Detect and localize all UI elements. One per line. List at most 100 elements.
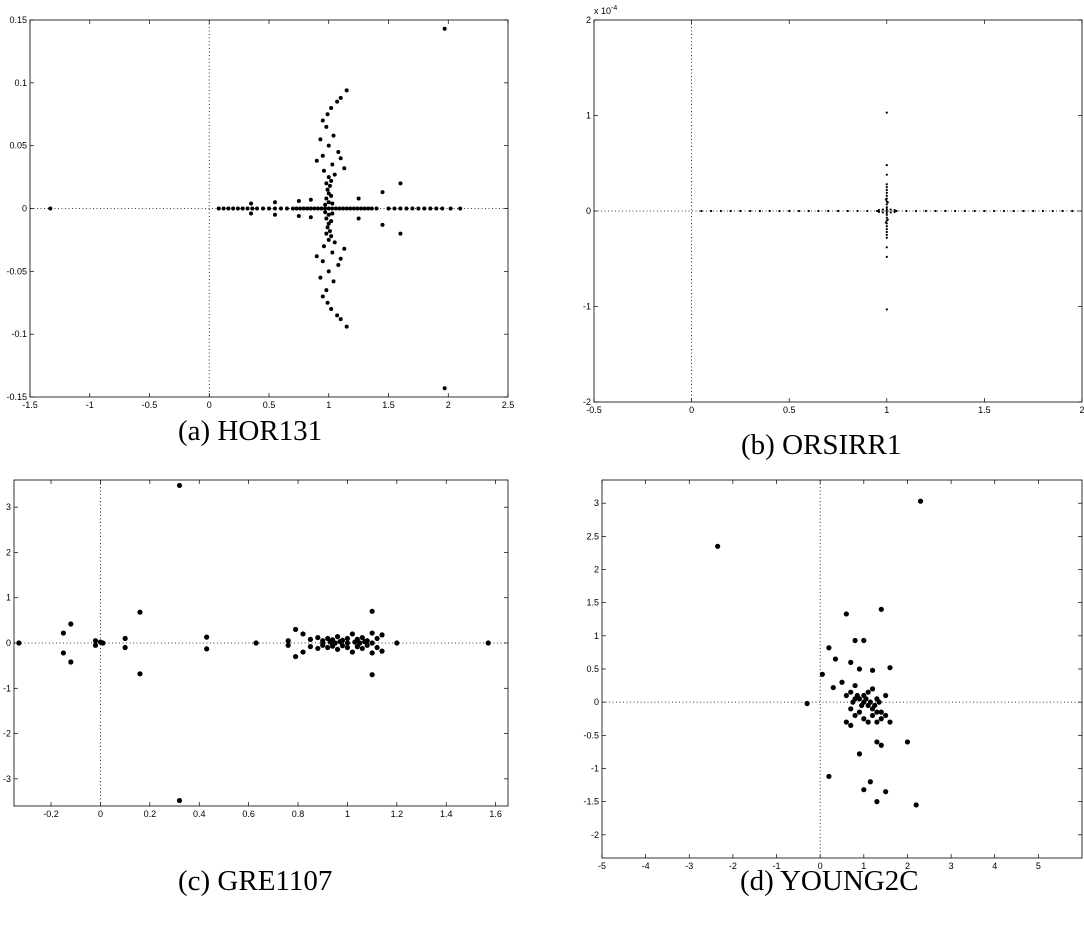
data-point [324, 124, 329, 129]
y-tick-label: -2 [591, 830, 599, 840]
x-tick-label: 0.5 [263, 400, 276, 410]
data-point [963, 209, 966, 213]
data-point [320, 640, 326, 646]
data-point [885, 206, 888, 209]
data-point [324, 288, 329, 293]
data-point [889, 211, 892, 214]
data-point [884, 198, 887, 201]
data-point [325, 644, 331, 651]
data-point [307, 636, 313, 642]
data-point [231, 206, 236, 211]
data-point [804, 700, 810, 707]
data-point [324, 231, 329, 236]
data-point [122, 635, 128, 642]
data-point [338, 95, 343, 100]
data-point [137, 671, 143, 677]
data-point [817, 209, 820, 213]
x-tick-label: 2 [905, 861, 910, 871]
data-point [1032, 209, 1035, 213]
data-point [830, 684, 836, 691]
data-point [356, 216, 361, 221]
data-point [122, 644, 128, 651]
data-point [886, 201, 889, 204]
data-point [885, 209, 888, 213]
y-tick-label: -1 [591, 763, 599, 773]
data-point [883, 692, 889, 699]
y-tick-label: -1 [583, 302, 591, 312]
data-point [719, 209, 722, 213]
chart-panel-b: -0.5 0 0.5 1 1.5 2 -2 -1 0 1 2 x 10-4 (b) ORSIRR1 [542, 0, 1084, 464]
data-point [885, 207, 888, 211]
data-point [442, 26, 447, 31]
y-tick-label: -0.15 [6, 392, 27, 402]
data-point [267, 206, 271, 211]
data-point [314, 158, 319, 163]
data-point [434, 206, 439, 211]
y-tick-label: 2 [586, 15, 591, 25]
data-point [60, 650, 66, 656]
scatter-plot-a: -1.5 -1 -0.5 0 0.5 1 1.5 2 2.5 -0.15 -0.1 -0.05 0 0.0… [6, 15, 514, 410]
data-point [440, 206, 445, 211]
data-point [458, 206, 463, 211]
x-tick-label: -2 [729, 861, 737, 871]
data-point [336, 263, 341, 268]
data-point [869, 712, 876, 719]
data-point [100, 640, 106, 646]
data-point [878, 742, 884, 748]
y-tick-label: 3 [6, 502, 11, 512]
data-point [326, 175, 331, 180]
data-point [885, 203, 888, 206]
y-tick-label: -0.1 [11, 329, 27, 339]
data-point [240, 206, 245, 211]
data-point [221, 206, 226, 211]
data-point [887, 665, 893, 671]
data-point [326, 212, 331, 217]
x-tick-label: -1.5 [22, 400, 38, 410]
data-point [889, 208, 892, 211]
chart-panel-c: -0.2 0 0.2 0.4 0.6 0.8 1 1.2 1.4 1.6 -3 -2 -1 0 1 2 3 (c… [0, 464, 542, 928]
data-point [332, 172, 337, 177]
data-point [885, 230, 888, 234]
x-tick-label: -0.5 [586, 405, 602, 415]
data-point [326, 206, 331, 211]
data-point [339, 643, 346, 649]
data-point [416, 206, 421, 211]
data-point [846, 209, 849, 213]
data-point [379, 632, 385, 638]
x-tick-label: 1.5 [382, 400, 395, 410]
x-tick-label: 0.4 [193, 809, 206, 819]
data-point [332, 240, 337, 245]
data-point [334, 634, 341, 640]
data-point [176, 482, 183, 489]
data-point [321, 244, 326, 249]
data-point [319, 206, 324, 211]
data-point [398, 181, 403, 186]
x-tick-label: 1 [345, 809, 350, 819]
data-point [861, 716, 867, 722]
data-point [176, 797, 183, 804]
data-point [344, 206, 349, 211]
data-point [1012, 209, 1015, 213]
data-point [60, 630, 66, 636]
data-point [852, 637, 858, 644]
data-point [327, 183, 332, 188]
data-point [329, 193, 334, 198]
data-point [329, 234, 334, 239]
x-tick-label: 1.6 [489, 809, 502, 819]
x-tick-label: 1 [884, 405, 889, 415]
data-point [369, 672, 375, 678]
y-tick-label: -1 [3, 683, 11, 693]
y-tick-label: 2 [594, 565, 599, 575]
y-tick-label: 0 [6, 638, 11, 648]
data-point [349, 631, 355, 637]
data-point [300, 649, 306, 655]
data-point [944, 209, 947, 213]
data-point [885, 186, 888, 189]
data-point [285, 642, 291, 648]
y-tick-label: 2.5 [586, 531, 599, 541]
data-point [308, 206, 313, 211]
x-tick-label: -0.5 [142, 400, 158, 410]
data-point [885, 228, 888, 231]
data-point [877, 210, 881, 214]
x-tick-label: 5 [1036, 861, 1041, 871]
